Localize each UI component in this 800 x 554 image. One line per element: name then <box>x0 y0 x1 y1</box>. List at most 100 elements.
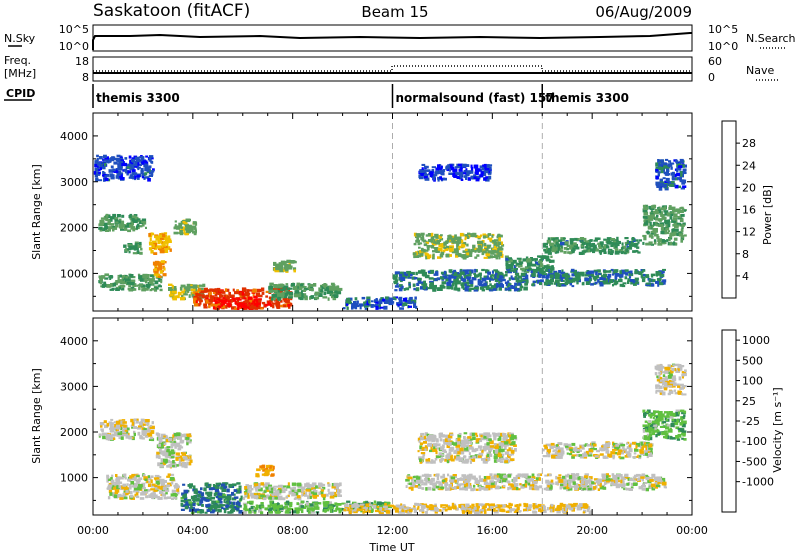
scatter-cell <box>486 234 490 238</box>
scatter-cell <box>673 237 678 241</box>
scatter-cell <box>434 278 438 281</box>
scatter-cell <box>420 250 426 254</box>
scatter-cell <box>462 511 465 514</box>
scatter-cell <box>403 288 406 291</box>
scatter-cell <box>425 510 428 514</box>
scatter-cell <box>133 478 137 482</box>
scatter-cell <box>569 240 574 245</box>
scatter-cell <box>430 459 434 462</box>
scatter-cell <box>500 234 503 238</box>
scatter-cell <box>445 278 449 282</box>
scatter-cell <box>480 249 484 253</box>
scatter-cell <box>159 487 164 490</box>
scatter-cell <box>348 510 352 515</box>
scatter-cell <box>287 266 293 270</box>
scatter-cell <box>504 446 507 450</box>
scatter-cell <box>458 163 463 166</box>
scatter-cell <box>155 480 161 484</box>
scatter-cell <box>634 271 639 275</box>
scatter-cell <box>323 285 326 289</box>
scatter-cell <box>463 275 467 279</box>
scatter-cell <box>282 286 287 291</box>
scatter-cell <box>633 242 639 246</box>
scatter-cell <box>648 278 652 282</box>
scatter-cell <box>163 267 166 271</box>
scatter-cell <box>109 492 113 496</box>
scatter-cell <box>306 507 311 511</box>
scatter-cell <box>487 250 492 254</box>
scatter-cell <box>548 270 553 274</box>
scatter-cell <box>614 276 618 280</box>
scatter-cell <box>461 444 466 449</box>
scatter-cell <box>250 492 254 497</box>
scatter-cell <box>217 292 222 296</box>
scatter-cell <box>117 432 123 435</box>
scatter-cell <box>417 450 420 453</box>
scatter-cell <box>466 285 470 288</box>
scatter-cell <box>116 173 121 176</box>
scatter-cell <box>335 507 341 511</box>
scatter-cell <box>448 451 452 455</box>
scatter-cell <box>150 479 153 484</box>
scatter-cell <box>440 249 443 253</box>
scatter-cell <box>433 241 437 244</box>
scatter-cell <box>204 511 208 514</box>
scatter-cell <box>614 250 619 255</box>
scatter-cell <box>650 205 655 209</box>
scatter-cell <box>328 290 333 294</box>
scatter-cell <box>436 241 440 245</box>
y-tick-label: 3000 <box>60 176 88 189</box>
scatter-cell <box>456 451 461 455</box>
scatter-cell <box>486 275 489 279</box>
scatter-cell <box>634 277 639 281</box>
scatter-cell <box>281 489 286 494</box>
scatter-cell <box>253 298 257 301</box>
scatter-cell <box>546 249 550 253</box>
scatter-cell <box>422 285 426 290</box>
scatter-cell <box>187 499 192 502</box>
scatter-cell <box>434 233 439 238</box>
scatter-cell <box>629 270 633 274</box>
scatter-cell <box>671 219 676 223</box>
scatter-cell <box>378 300 382 303</box>
scatter-cell <box>602 280 605 283</box>
scatter-cell <box>466 269 472 272</box>
scatter-cell <box>581 252 585 255</box>
scatter-cell <box>395 504 400 508</box>
scatter-cell <box>175 442 181 445</box>
scatter-cell <box>680 228 684 233</box>
scatter-cell <box>282 291 287 296</box>
scatter-cell <box>188 441 192 444</box>
scatter-cell <box>494 278 499 282</box>
scatter-cell <box>141 431 144 435</box>
scatter-cell <box>425 241 429 245</box>
scatter-cell <box>150 484 155 488</box>
nave-tick-top: 60 <box>708 55 722 68</box>
scatter-cell <box>129 174 133 178</box>
scatter-cell <box>154 287 158 290</box>
scatter-cell <box>256 468 261 472</box>
scatter-cell <box>650 210 653 213</box>
scatter-cell <box>121 161 125 165</box>
scatter-cell <box>453 236 458 241</box>
scatter-cell <box>655 229 658 233</box>
scatter-cell <box>159 437 163 440</box>
scatter-cell <box>354 303 358 307</box>
scatter-cell <box>160 459 164 464</box>
scatter-cell <box>641 278 646 283</box>
scatter-cell <box>537 255 539 258</box>
scatter-cell <box>111 287 115 291</box>
scatter-cell <box>299 283 304 287</box>
scatter-cell <box>166 454 171 459</box>
scatter-cell <box>107 434 111 438</box>
scatter-cell <box>198 299 203 303</box>
scatter-cell <box>302 289 306 292</box>
scatter-cell <box>492 507 496 512</box>
scatter-cell <box>323 503 328 507</box>
scatter-cell <box>365 503 371 508</box>
scatter-cell <box>673 231 677 236</box>
scatter-cell <box>112 282 117 287</box>
cpid-segment-label: themis 3300 <box>96 91 180 105</box>
scatter-cell <box>270 487 274 491</box>
